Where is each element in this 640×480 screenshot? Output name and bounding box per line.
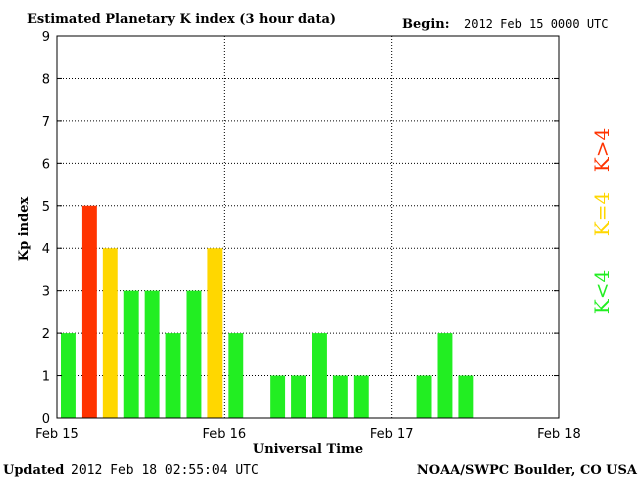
y-axis-ticks: 0 1 2 3 4 5 6 7 8 9 — [42, 30, 559, 427]
y-tick-label: 6 — [42, 157, 50, 172]
y-tick-label: 1 — [42, 370, 50, 385]
kp-bar — [416, 375, 432, 418]
bars — [61, 205, 474, 418]
x-tick-label: Feb 18 — [537, 427, 581, 442]
kp-bar — [165, 333, 181, 418]
kp-bar — [207, 248, 223, 418]
y-tick-label: 9 — [42, 30, 50, 45]
x-tick-label: Feb 16 — [202, 427, 246, 442]
kp-bar — [270, 375, 286, 418]
kp-bar — [437, 333, 453, 418]
y-tick-label: 8 — [42, 72, 50, 87]
chart-title: Estimated Planetary K index (3 hour data… — [27, 12, 336, 27]
kp-bar — [123, 290, 139, 418]
updated-value: 2012 Feb 18 02:55:04 UTC — [71, 463, 259, 478]
kp-bar — [332, 375, 348, 418]
y-tick-label: 7 — [42, 115, 50, 130]
y-tick-label: 5 — [42, 200, 50, 215]
kp-bar — [353, 375, 369, 418]
y-tick-label: 3 — [42, 285, 50, 300]
source-credit: NOAA/SWPC Boulder, CO USA — [417, 463, 638, 478]
kp-bar — [186, 290, 202, 418]
kp-bar — [228, 333, 244, 418]
y-axis-label: Kp index — [17, 197, 32, 262]
x-tick-label: Feb 17 — [370, 427, 414, 442]
legend: K>4 K=4 K<4 — [590, 128, 614, 314]
legend-item: K>4 — [590, 128, 614, 172]
kp-bar — [102, 248, 118, 418]
kp-bar — [458, 375, 474, 418]
y-tick-label: 2 — [42, 327, 50, 342]
grid-lines — [57, 35, 559, 418]
begin-label: Begin: — [402, 17, 450, 32]
updated-label: Updated — [3, 463, 64, 478]
y-tick-label: 0 — [42, 412, 50, 427]
legend-item: K<4 — [590, 270, 614, 314]
legend-item: K=4 — [590, 192, 614, 236]
kp-bar — [291, 375, 306, 418]
kp-bar — [312, 333, 327, 418]
plot-frame — [56, 35, 560, 419]
kp-bar — [144, 290, 160, 418]
kp-bar — [61, 333, 76, 418]
x-axis-ticks: Feb 15 Feb 16 Feb 17 Feb 18 — [35, 427, 581, 442]
kp-bar — [81, 205, 97, 418]
x-axis-label: Universal Time — [253, 442, 363, 457]
x-tick-label: Feb 15 — [35, 427, 79, 442]
y-tick-label: 4 — [42, 242, 50, 257]
begin-value: 2012 Feb 15 0000 UTC — [464, 17, 609, 31]
